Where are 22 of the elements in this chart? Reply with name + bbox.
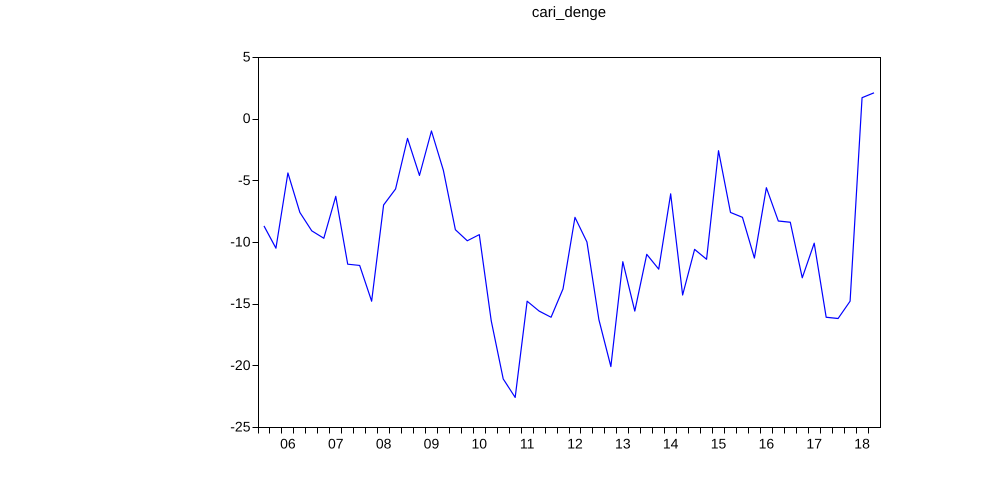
x-tick-label: 10: [472, 436, 488, 452]
x-tick-label: 16: [758, 436, 774, 452]
x-tick-label: 11: [520, 436, 535, 452]
x-tick-label: 12: [567, 436, 583, 452]
y-tick-label: -25: [230, 418, 251, 434]
x-tick-label: 08: [376, 436, 392, 452]
chart-title: cari_denge: [532, 4, 606, 21]
line-series: [263, 92, 875, 398]
x-tick-label: 06: [280, 436, 296, 452]
y-tick-label: -20: [230, 356, 251, 373]
y-tick-label: -15: [230, 295, 251, 312]
x-tick-label: 09: [424, 436, 440, 452]
x-tick-label: 07: [328, 436, 344, 452]
y-tick-label: 0: [242, 110, 251, 126]
x-tick-label: 15: [710, 436, 727, 452]
y-tick-label: 5: [242, 48, 251, 64]
x-tick-label: 13: [615, 436, 631, 452]
x-tick-label: 18: [854, 436, 870, 452]
x-tick-label: 14: [662, 436, 679, 452]
y-tick-label: -10: [230, 234, 251, 250]
y-tick-label: -5: [238, 172, 251, 188]
x-tick-label: 17: [806, 436, 822, 452]
